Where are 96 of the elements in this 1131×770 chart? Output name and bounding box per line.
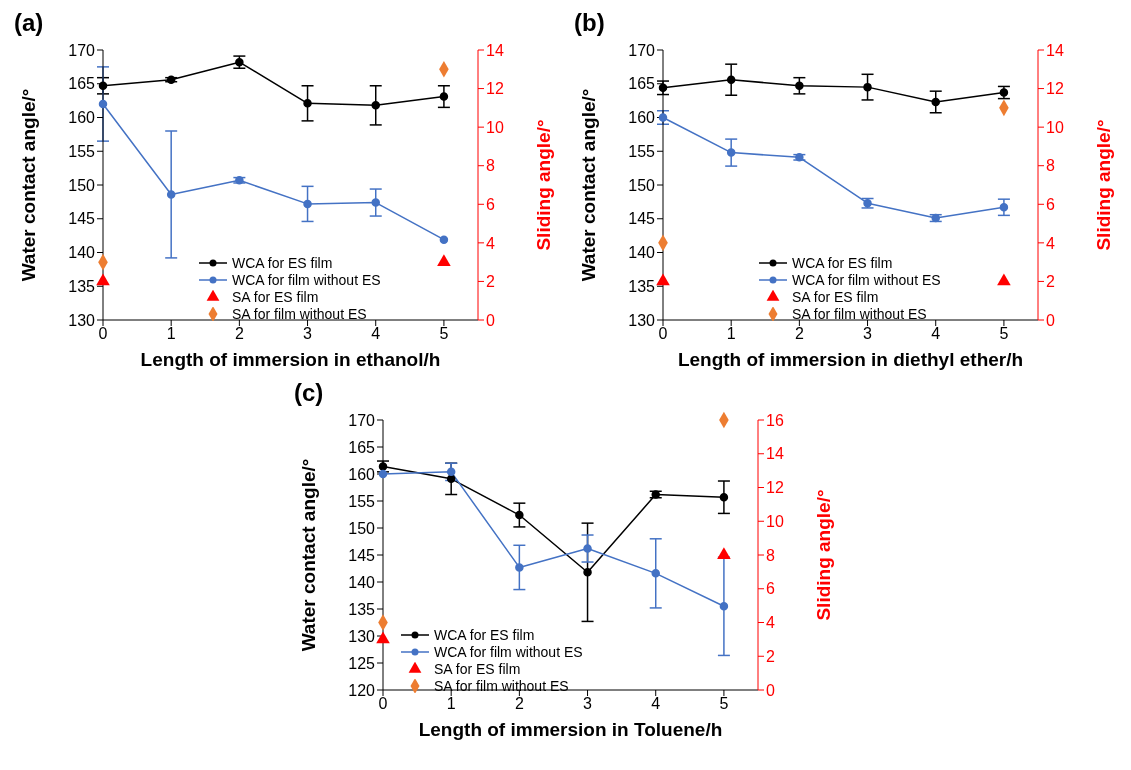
y2-tick-label: 8 [486, 157, 495, 175]
y-tick-label: 120 [348, 681, 376, 699]
y2-tick-label: 16 [766, 411, 784, 429]
x-tick-label: 2 [794, 325, 804, 343]
y2-tick-label: 6 [766, 580, 775, 598]
legend-label: WCA for ES film [792, 254, 893, 271]
y2-tick-label: 8 [1046, 157, 1055, 175]
y2-axis-title: Sliding angle/° [532, 119, 554, 251]
legend-label: SA for film without ES [792, 305, 927, 322]
x-tick-label: 1 [446, 695, 456, 713]
y2-tick-label: 4 [1046, 234, 1055, 252]
y-axis-title: Water contact angle/° [17, 88, 39, 282]
y-tick-label: 140 [628, 244, 656, 262]
y-tick-label: 130 [348, 627, 376, 645]
x-tick-label: 3 [583, 695, 593, 713]
y-tick-label: 130 [68, 311, 96, 329]
x-axis-title: Length of immersion in ethanol/h [140, 349, 441, 370]
legend-label: WCA for ES film [434, 626, 535, 643]
x-tick-label: 1 [166, 325, 176, 343]
y-tick-label: 130 [628, 311, 656, 329]
legend-label: SA for ES film [232, 288, 319, 305]
x-axis-title: Length of immersion in diethyl ether/h [677, 349, 1024, 370]
y2-tick-label: 6 [486, 195, 495, 213]
y2-tick-label: 14 [766, 445, 784, 463]
y-tick-label: 135 [628, 277, 656, 295]
y2-tick-label: 10 [766, 512, 784, 530]
legend-label: SA for film without ES [232, 305, 367, 322]
y2-tick-label: 8 [766, 546, 775, 564]
y-tick-label: 145 [348, 546, 376, 564]
y2-tick-label: 0 [1046, 311, 1055, 329]
chart-title: (a) [13, 8, 45, 38]
y2-tick-label: 12 [766, 479, 784, 497]
x-tick-label: 3 [303, 325, 313, 343]
y-tick-label: 160 [628, 109, 656, 127]
y2-tick-label: 2 [1046, 273, 1055, 291]
y2-tick-label: 10 [486, 118, 504, 136]
y2-axis-title: Sliding angle/° [812, 489, 834, 621]
y2-axis-title: Sliding angle/° [1092, 119, 1114, 251]
y-tick-label: 150 [68, 176, 96, 194]
y2-tick-label: 12 [1046, 80, 1064, 98]
legend-label: WCA for film without ES [434, 643, 583, 660]
y-tick-label: 165 [68, 75, 96, 93]
legend-label: SA for ES film [792, 288, 879, 305]
legend-label: WCA for film without ES [792, 271, 941, 288]
y-tick-label: 155 [628, 142, 656, 160]
y-axis-title: Water contact angle/° [577, 88, 599, 282]
x-tick-label: 0 [98, 325, 108, 343]
x-tick-label: 3 [863, 325, 873, 343]
x-tick-label: 2 [234, 325, 244, 343]
x-tick-label: 4 [931, 325, 941, 343]
y2-tick-label: 12 [486, 80, 504, 98]
x-tick-label: 2 [514, 695, 524, 713]
y-tick-label: 160 [348, 465, 376, 483]
y2-tick-label: 0 [486, 311, 495, 329]
y-tick-label: 145 [68, 210, 96, 228]
y2-tick-label: 14 [486, 41, 504, 59]
x-tick-label: 4 [651, 695, 661, 713]
y-tick-label: 135 [68, 277, 96, 295]
chart-title: (c) [293, 378, 325, 408]
y-tick-label: 125 [348, 654, 376, 672]
y2-tick-label: 0 [766, 681, 775, 699]
x-tick-label: 1 [726, 325, 736, 343]
legend-label: WCA for ES film [232, 254, 333, 271]
y-tick-label: 165 [348, 438, 376, 456]
y-tick-label: 135 [348, 600, 376, 618]
y-axis-title: Water contact angle/° [297, 458, 319, 652]
x-tick-label: 5 [439, 325, 449, 343]
y2-tick-label: 2 [766, 647, 775, 665]
y-tick-label: 170 [348, 411, 376, 429]
y-tick-label: 160 [68, 109, 96, 127]
x-tick-label: 0 [378, 695, 388, 713]
legend-label: WCA for film without ES [232, 271, 381, 288]
y-tick-label: 150 [628, 176, 656, 194]
y-tick-label: 140 [348, 573, 376, 591]
y-tick-label: 155 [68, 142, 96, 160]
chart-title: (b) [573, 8, 606, 38]
x-tick-label: 5 [999, 325, 1009, 343]
x-axis-title: Length of immersion in Toluene/h [418, 719, 723, 740]
y-tick-label: 145 [628, 210, 656, 228]
y2-tick-label: 4 [486, 234, 495, 252]
y2-tick-label: 6 [1046, 195, 1055, 213]
legend-label: SA for ES film [434, 660, 521, 677]
y2-tick-label: 2 [486, 273, 495, 291]
x-tick-label: 0 [658, 325, 668, 343]
y-tick-label: 165 [628, 75, 656, 93]
x-tick-label: 4 [371, 325, 381, 343]
y-tick-label: 150 [348, 519, 376, 537]
y-tick-label: 170 [628, 41, 656, 59]
y2-tick-label: 4 [766, 614, 775, 632]
y2-tick-label: 10 [1046, 118, 1064, 136]
legend-label: SA for film without ES [434, 677, 569, 694]
y-tick-label: 170 [68, 41, 96, 59]
y-tick-label: 140 [68, 244, 96, 262]
x-tick-label: 5 [719, 695, 729, 713]
y2-tick-label: 14 [1046, 41, 1064, 59]
y-tick-label: 155 [348, 492, 376, 510]
